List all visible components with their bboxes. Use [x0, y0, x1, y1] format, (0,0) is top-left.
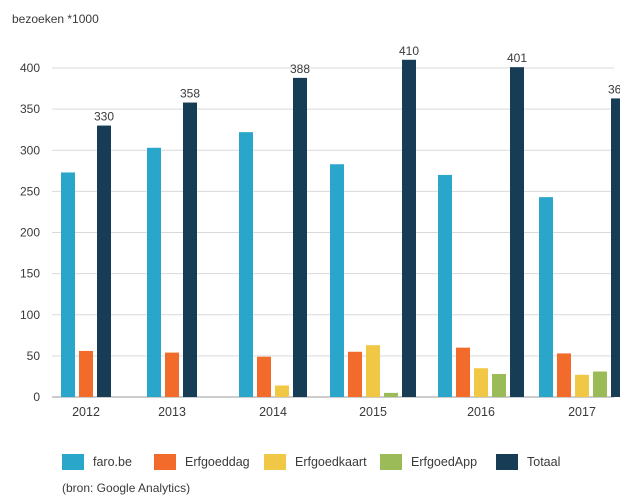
legend-label: Totaal	[527, 455, 561, 469]
legend-swatch	[62, 454, 84, 470]
y-tick-label: 150	[20, 267, 40, 281]
bar-erfgoeddag-2017	[557, 353, 571, 397]
bar-totaal-2017	[611, 98, 620, 398]
legend-swatch	[154, 454, 176, 470]
bar-totaal-2013	[183, 102, 197, 398]
bar-faro-be-2014	[239, 132, 253, 397]
x-tick-label: 2013	[158, 405, 186, 419]
bar-faro-be-2013	[147, 147, 161, 397]
legend-label: ErfgoedApp	[411, 455, 478, 469]
y-tick-label: 0	[33, 390, 40, 404]
source-note: (bron: Google Analytics)	[62, 481, 191, 495]
y-tick-label: 50	[27, 349, 41, 363]
legend-swatch	[380, 454, 402, 470]
bar-erfgoedkaart-2014	[275, 385, 289, 397]
data-label: 401	[507, 51, 527, 65]
bar-totaal-2015	[402, 59, 416, 398]
bar-totaal-2012	[97, 125, 111, 397]
bar-erfgoeddag-2014	[257, 356, 271, 397]
bar-faro-be-2016	[438, 174, 452, 397]
y-tick-label: 350	[20, 102, 40, 116]
bar-faro-be-2012	[61, 172, 75, 397]
x-tick-label: 2016	[467, 405, 495, 419]
y-tick-label: 400	[20, 61, 40, 75]
x-tick-label: 2017	[568, 405, 596, 419]
y-axis-title: bezoeken *1000	[12, 12, 99, 26]
data-label: 388	[290, 62, 310, 76]
bar-erfgoeddag-2015	[348, 351, 362, 397]
legend-label: Erfgoedkaart	[295, 455, 367, 469]
bar-erfgoedkaart-2017	[575, 374, 589, 397]
y-tick-label: 200	[20, 226, 40, 240]
bar-erfgoedkaart-2016	[474, 368, 488, 397]
bar-erfgoeddag-2013	[165, 352, 179, 397]
bar-erfgoedkaart-2015	[366, 345, 380, 397]
x-tick-label: 2015	[359, 405, 387, 419]
bar-faro-be-2017	[539, 197, 553, 397]
bar-erfgoedapp-2016	[492, 373, 506, 397]
bar-erfgoedapp-2017	[593, 371, 607, 397]
legend-swatch	[496, 454, 518, 470]
legend-label: Erfgoeddag	[185, 455, 250, 469]
legend-label: faro.be	[93, 455, 132, 469]
y-tick-label: 250	[20, 184, 40, 198]
data-label: 330	[94, 110, 114, 124]
bar-erfgoeddag-2012	[79, 350, 93, 397]
bar-faro-be-2015	[330, 164, 344, 397]
bar-erfgoeddag-2016	[456, 347, 470, 397]
y-tick-label: 300	[20, 143, 40, 157]
x-tick-label: 2012	[72, 405, 100, 419]
y-tick-label: 100	[20, 308, 40, 322]
x-tick-label: 2014	[259, 405, 287, 419]
bar-totaal-2014	[293, 77, 307, 398]
data-label: 363	[608, 82, 620, 96]
legend-swatch	[264, 454, 286, 470]
bar-totaal-2016	[510, 67, 524, 398]
bar-erfgoedapp-2015	[384, 392, 398, 397]
data-label: 410	[399, 44, 419, 58]
data-label: 358	[180, 87, 200, 101]
